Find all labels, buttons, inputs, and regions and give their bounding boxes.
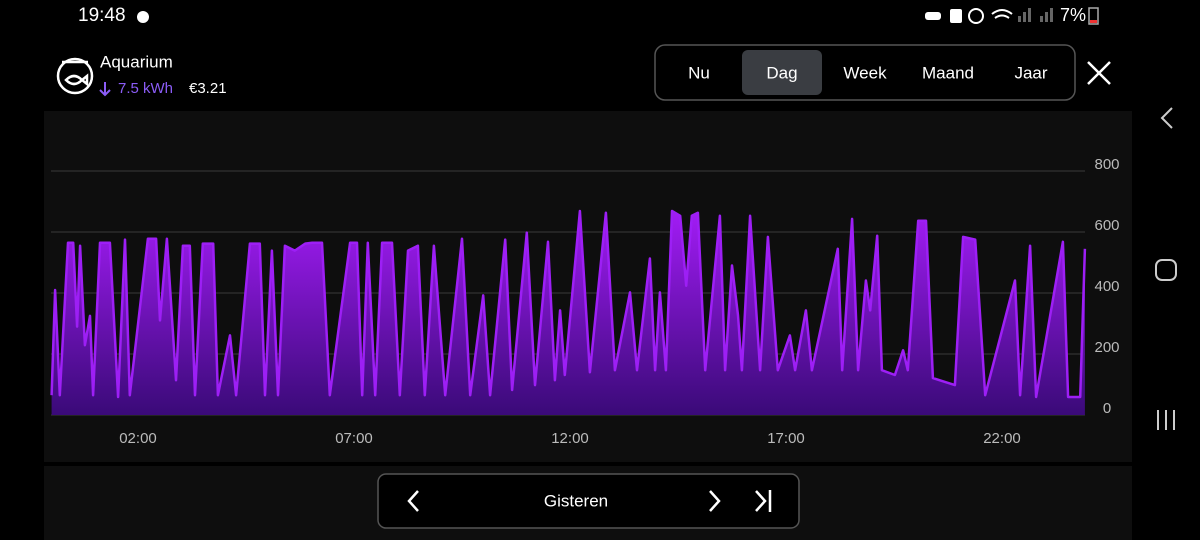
device-name: Aquarium [100,52,173,71]
tab[interactable]: Dag [766,63,797,82]
y-tick-label: 0 [1103,400,1111,417]
date-navigator [377,473,800,529]
close-button[interactable] [1087,61,1111,85]
battery-fill [1090,20,1097,23]
tab-selected-bg [742,50,822,95]
android-back[interactable] [1160,107,1173,129]
next-button[interactable] [709,490,721,512]
x-tick-label: 17:00 [767,430,805,447]
status-icons [137,8,1053,24]
down-arrow [99,82,111,97]
y-tick-label: 400 [1094,278,1119,295]
x-tick-label: 12:00 [551,430,589,447]
energy-total: 7.5 kWh [118,80,173,97]
tab[interactable]: Maand [922,63,974,82]
line [50,209,1087,399]
x-tick-label: 22:00 [983,430,1021,447]
tab[interactable]: Jaar [1014,63,1047,82]
chart: 0 200 400 600 800 02:00 07:00 12:00 17:00 22:00 [50,156,1120,447]
aquarium-icon [56,57,94,95]
battery-level: 7% [1060,5,1086,25]
tab-group: Nu Dag Week Maand Jaar [688,50,1048,95]
cost-total: €3.21 [189,80,227,97]
prev-button[interactable] [407,490,419,512]
x-tick-label: 02:00 [119,430,157,447]
last-button[interactable] [755,490,772,512]
android-home[interactable] [1155,259,1177,281]
battery-icon [1088,7,1099,25]
y-tick-label: 800 [1094,156,1119,173]
y-tick-label: 200 [1094,339,1119,356]
y-tick-label: 600 [1094,217,1119,234]
tab[interactable]: Week [843,63,887,82]
area-fill [51,211,1085,415]
tab[interactable]: Nu [688,63,710,82]
date-label: Gisteren [544,491,608,510]
android-recents[interactable] [1157,410,1175,430]
status-time: 19:48 [78,5,126,26]
x-tick-label: 07:00 [335,430,373,447]
